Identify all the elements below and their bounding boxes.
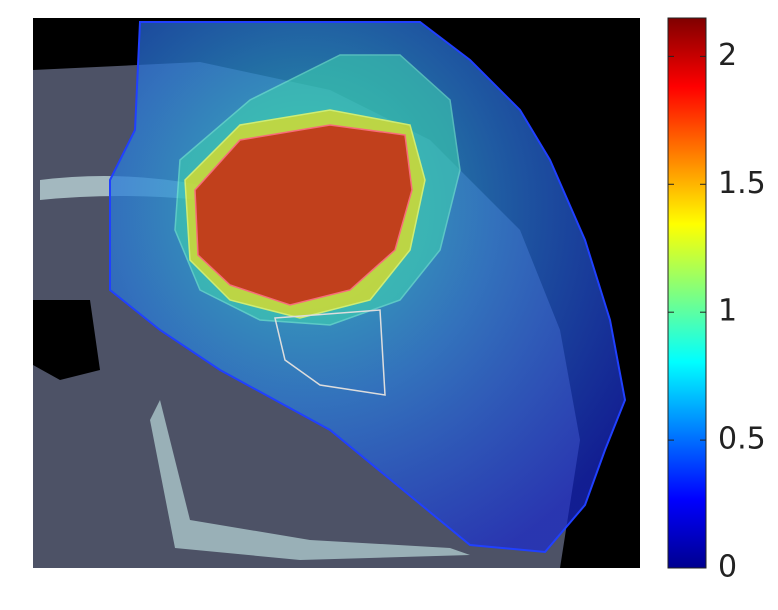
colorbar-tick-label: 0.5: [718, 422, 766, 457]
colorbar-tick-label: 0: [718, 550, 737, 585]
dose-image: [33, 18, 640, 568]
colorbar-tick-label: 1: [718, 294, 737, 329]
colorbar: [667, 17, 707, 569]
colorbar-tick-label: 2: [718, 38, 737, 73]
colorbar-tick-label: 1.5: [718, 166, 766, 201]
